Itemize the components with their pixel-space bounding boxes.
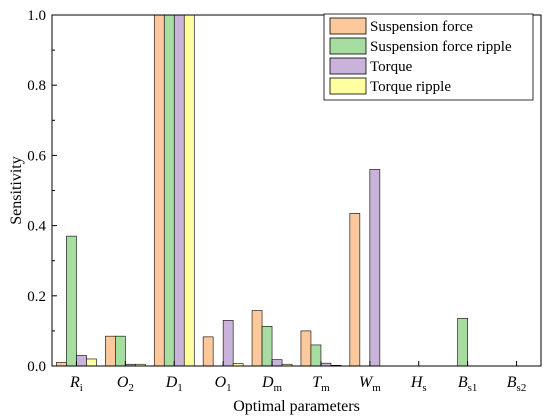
y-tick-label: 0.0 xyxy=(27,359,46,375)
y-tick-label: 0.6 xyxy=(27,148,46,164)
legend-label: Torque xyxy=(370,59,413,75)
y-tick-label: 0.8 xyxy=(27,78,46,94)
bar-suspension-force-3 xyxy=(202,336,214,367)
bar-suspension-force-1 xyxy=(105,335,116,367)
bar-suspension-force-0 xyxy=(56,362,67,367)
x-axis-title: Optimal parameters xyxy=(233,398,360,415)
x-tick-label: Wm xyxy=(359,374,381,394)
bar-torque-ripple-2 xyxy=(183,14,195,367)
bar-suspension-force-ripple-0 xyxy=(66,235,77,367)
bar-torque-0 xyxy=(76,355,87,367)
legend-swatch xyxy=(329,77,367,95)
bar-suspension-force-ripple-8 xyxy=(457,317,468,367)
x-tick-label: Hs xyxy=(410,374,427,394)
bar-torque-6 xyxy=(369,169,381,367)
legend-label: Torque ripple xyxy=(370,79,451,95)
y-tick-label: 0.4 xyxy=(27,219,46,235)
bar-suspension-force-ripple-2 xyxy=(163,14,175,367)
bar-suspension-force-2 xyxy=(153,14,165,367)
y-tick-label: 1.0 xyxy=(27,8,46,24)
legend-swatch xyxy=(329,57,367,75)
x-tick-label: Tm xyxy=(312,374,330,394)
legend-label: Suspension force xyxy=(370,19,473,35)
x-tick-label: O2 xyxy=(117,374,134,394)
bar-torque-2 xyxy=(173,14,185,367)
x-tick-label: Bs1 xyxy=(458,374,478,394)
bar-torque-3 xyxy=(222,320,234,367)
y-tick-label: 0.2 xyxy=(27,289,46,305)
x-tick-label: Ri xyxy=(69,374,83,394)
bar-suspension-force-ripple-1 xyxy=(115,335,126,367)
bar-suspension-force-4 xyxy=(251,310,263,367)
x-tick-label: D1 xyxy=(165,374,183,394)
bar-suspension-force-ripple-4 xyxy=(261,326,273,367)
y-axis-title: Sensitivity xyxy=(8,156,25,224)
x-tick-labels: Ri O2 D1 O1 Dm Tm Wm Hs Bs1 Bs2 xyxy=(69,361,526,394)
bar-suspension-force-5 xyxy=(300,330,312,367)
x-tick-label: O1 xyxy=(215,374,232,394)
y-ticks: 0.0 0.2 0.4 0.6 0.8 1.0 xyxy=(27,8,57,375)
legend-swatch xyxy=(329,37,367,55)
x-tick-label: Bs2 xyxy=(507,374,527,394)
bar-suspension-force-6 xyxy=(349,213,361,367)
bar-suspension-force-ripple-5 xyxy=(310,344,322,367)
bar-torque-4 xyxy=(271,359,283,367)
legend-swatch xyxy=(329,17,367,35)
legend-label: Suspension force ripple xyxy=(370,39,512,55)
legend: Suspension force Suspension force ripple T… xyxy=(323,13,534,101)
bar-torque-ripple-0 xyxy=(86,358,97,367)
x-tick-label: Dm xyxy=(261,374,283,394)
